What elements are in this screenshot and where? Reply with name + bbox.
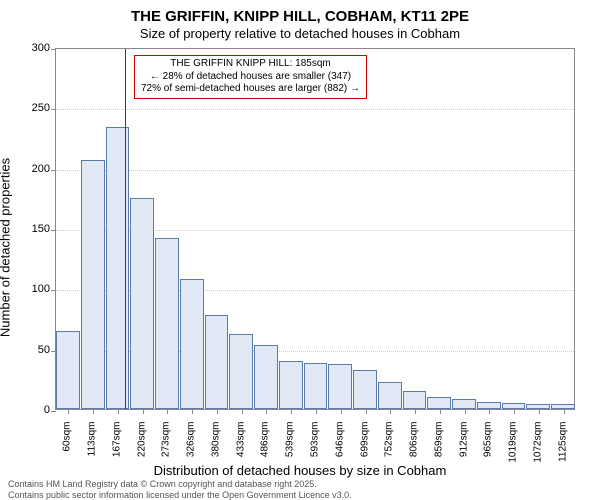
y-tick-mark	[51, 49, 56, 50]
histogram-bar	[229, 334, 253, 409]
gridline-h	[56, 109, 574, 110]
y-tick-mark	[51, 170, 56, 171]
x-tick-label: 220sqm	[136, 422, 147, 472]
x-tick-mark	[415, 409, 416, 414]
x-tick-mark	[242, 409, 243, 414]
y-tick-label: 100	[20, 283, 50, 295]
x-tick-label: 60sqm	[62, 422, 73, 472]
footer-text: Contains HM Land Registry data © Crown c…	[8, 479, 352, 500]
x-tick-label: 593sqm	[310, 422, 321, 472]
chart-subtitle: Size of property relative to detached ho…	[0, 26, 600, 41]
x-tick-label: 113sqm	[87, 422, 98, 472]
y-tick-mark	[51, 109, 56, 110]
x-tick-mark	[266, 409, 267, 414]
histogram-bar	[304, 363, 328, 409]
y-tick-label: 150	[20, 223, 50, 235]
x-tick-label: 273sqm	[161, 422, 172, 472]
chart-container: THE GRIFFIN, KNIPP HILL, COBHAM, KT11 2P…	[0, 0, 600, 500]
y-tick-mark	[51, 230, 56, 231]
x-tick-label: 1019sqm	[508, 422, 519, 472]
annotation-line2: ← 28% of detached houses are smaller (34…	[141, 71, 360, 84]
y-tick-mark	[51, 290, 56, 291]
histogram-bar	[205, 315, 229, 409]
x-tick-mark	[291, 409, 292, 414]
x-tick-mark	[366, 409, 367, 414]
x-tick-label: 1072sqm	[532, 422, 543, 472]
x-tick-mark	[192, 409, 193, 414]
annotation-line1: THE GRIFFIN KNIPP HILL: 185sqm	[141, 58, 360, 71]
x-tick-label: 167sqm	[111, 422, 122, 472]
histogram-bar	[427, 397, 451, 409]
histogram-bar	[130, 198, 154, 409]
x-tick-mark	[514, 409, 515, 414]
x-tick-mark	[465, 409, 466, 414]
histogram-bar	[254, 345, 278, 409]
histogram-bar	[353, 370, 377, 409]
footer-line1: Contains HM Land Registry data © Crown c…	[8, 479, 352, 489]
y-axis-label: Number of detached properties	[0, 118, 13, 378]
y-tick-label: 200	[20, 163, 50, 175]
y-tick-mark	[51, 411, 56, 412]
x-tick-label: 912sqm	[458, 422, 469, 472]
histogram-bar	[378, 382, 402, 409]
histogram-bar	[81, 160, 105, 409]
histogram-bar	[56, 331, 80, 409]
y-tick-label: 0	[20, 404, 50, 416]
x-tick-mark	[167, 409, 168, 414]
x-tick-label: 486sqm	[260, 422, 271, 472]
marker-line	[125, 49, 126, 409]
x-tick-mark	[316, 409, 317, 414]
footer-line2: Contains public sector information licen…	[8, 490, 352, 500]
x-tick-mark	[118, 409, 119, 414]
histogram-bar	[328, 364, 352, 409]
x-tick-label: 806sqm	[409, 422, 420, 472]
x-tick-mark	[217, 409, 218, 414]
annotation-line3: 72% of semi-detached houses are larger (…	[141, 83, 360, 96]
x-tick-label: 539sqm	[285, 422, 296, 472]
x-tick-mark	[440, 409, 441, 414]
histogram-bar	[452, 399, 476, 409]
x-tick-label: 433sqm	[235, 422, 246, 472]
gridline-h	[56, 170, 574, 171]
y-tick-label: 250	[20, 102, 50, 114]
x-tick-label: 965sqm	[483, 422, 494, 472]
y-tick-label: 50	[20, 344, 50, 356]
y-tick-label: 300	[20, 42, 50, 54]
histogram-bar	[403, 391, 427, 409]
x-tick-mark	[564, 409, 565, 414]
histogram-bar	[180, 279, 204, 409]
histogram-bar	[477, 402, 501, 409]
x-tick-label: 699sqm	[359, 422, 370, 472]
x-tick-label: 752sqm	[384, 422, 395, 472]
x-tick-mark	[143, 409, 144, 414]
x-tick-label: 380sqm	[210, 422, 221, 472]
chart-title: THE GRIFFIN, KNIPP HILL, COBHAM, KT11 2P…	[0, 8, 600, 25]
x-tick-mark	[93, 409, 94, 414]
x-tick-mark	[489, 409, 490, 414]
x-tick-label: 1125sqm	[557, 422, 568, 472]
histogram-bar	[279, 361, 303, 409]
plot-area: THE GRIFFIN KNIPP HILL: 185sqm ← 28% of …	[55, 48, 575, 410]
x-tick-mark	[341, 409, 342, 414]
x-tick-mark	[539, 409, 540, 414]
x-tick-label: 859sqm	[433, 422, 444, 472]
annotation-box: THE GRIFFIN KNIPP HILL: 185sqm ← 28% of …	[134, 55, 367, 99]
histogram-bar	[155, 238, 179, 409]
x-tick-label: 646sqm	[334, 422, 345, 472]
x-tick-label: 326sqm	[186, 422, 197, 472]
x-tick-mark	[390, 409, 391, 414]
x-tick-mark	[68, 409, 69, 414]
